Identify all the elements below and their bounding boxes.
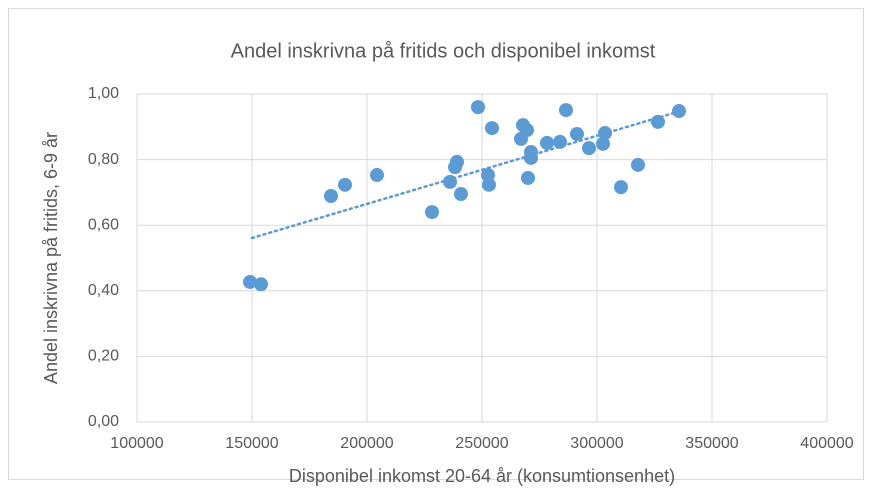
trendline [250,110,679,240]
data-point [520,123,535,138]
data-point [671,104,686,119]
y-tick-label: 0,60 [88,216,119,233]
data-point [581,141,596,156]
x-tick-label: 100000 [110,435,163,452]
data-point [631,157,646,172]
y-tick-label: 0,80 [88,151,119,168]
data-point [596,136,611,151]
data-point [449,154,464,169]
x-tick-label: 200000 [340,435,393,452]
data-point [481,177,496,192]
x-tick-label: 150000 [225,435,278,452]
y-axis-label: Andel inskrivna på fritids, 6-9 år [41,132,61,384]
y-tick-label: 0,00 [88,413,119,430]
y-tick-label: 0,20 [88,348,119,365]
data-point [485,121,500,136]
data-point [470,100,485,115]
data-point [370,168,385,183]
x-axis-label: Disponibel inkomst 20-64 år (konsumtions… [289,466,675,486]
x-tick-label: 300000 [570,435,623,452]
chart-frame [8,8,864,480]
data-point [613,180,628,195]
data-point [454,187,469,202]
data-point [337,177,352,192]
x-tick-label: 400000 [800,435,853,452]
y-tick-label: 1,00 [88,85,119,102]
data-point [242,274,257,289]
data-point [521,170,535,185]
data-point [569,127,584,142]
y-tick-label: 0,40 [88,282,119,299]
data-point [424,205,439,220]
data-point [539,135,554,150]
data-point [558,103,573,118]
data-point [253,277,268,292]
x-tick-label: 350000 [685,435,738,452]
chart-title: Andel inskrivna på fritids och disponibe… [231,40,656,62]
data-point [324,189,339,204]
x-tick-label: 250000 [455,435,508,452]
